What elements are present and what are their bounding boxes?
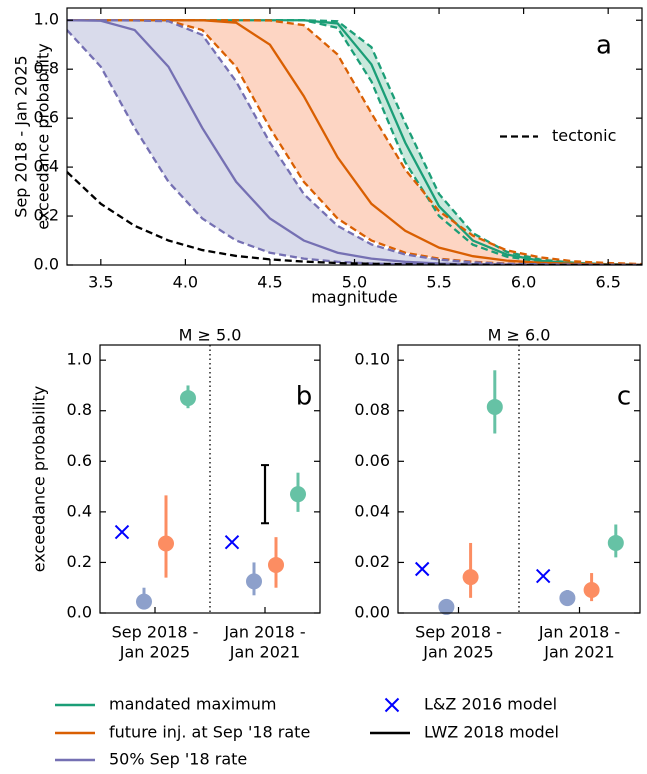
y-axis-label: exceedance probability — [34, 43, 53, 229]
y-tick-label: 1.0 — [34, 10, 59, 29]
x-tick-label: 6.5 — [595, 273, 620, 292]
x-tick-label: 3.5 — [88, 273, 113, 292]
series-line — [67, 19, 642, 265]
x-tick-label: Jan 2025 — [422, 643, 493, 662]
y-tick-label: 0.6 — [67, 451, 92, 470]
legend: mandated maximum future inj. at Sep '18 r… — [55, 695, 559, 769]
y-tick-label: 0.06 — [354, 451, 390, 470]
shaded-band — [67, 20, 642, 265]
series-line — [67, 19, 642, 265]
panel-label: b — [296, 382, 313, 412]
y-tick-label: 0.4 — [67, 501, 92, 520]
plot-area — [67, 19, 642, 265]
panel: tectonic 0.0 0.2 0.4 0.6 0.8 1.0 3.5 4.0 4.5 5.0 5.… — [12, 7, 643, 307]
x-tick-label: 4.5 — [257, 273, 282, 292]
x-tick-label: Jan 2021 — [229, 643, 300, 662]
legend-label: LWZ 2018 model — [424, 723, 559, 742]
x-tick-label: 4.0 — [173, 273, 198, 292]
marker — [438, 598, 455, 615]
y-tick-label: 0.10 — [354, 350, 390, 369]
marker-x — [414, 561, 430, 577]
y-tick-label: 0.00 — [354, 603, 390, 622]
x-tick-label: Jan 2018 - — [538, 623, 620, 642]
marker — [462, 569, 479, 586]
x-tick-label: Sep 2018 - — [112, 623, 199, 642]
marker — [559, 590, 576, 607]
panel-title: M ≥ 5.0 — [179, 326, 242, 345]
panel: Sep 2018 -Jan 2025 Jan 2018 -Jan 2021 0.00… — [354, 326, 641, 662]
legend-label: tectonic — [552, 126, 616, 145]
y-tick-label: 0.8 — [34, 59, 59, 78]
marker — [607, 534, 624, 551]
y-tick-label: 0.6 — [34, 108, 59, 127]
marker — [158, 535, 174, 552]
y-axis-label: Sep 2018 - Jan 2025 — [12, 55, 31, 217]
axes-frame — [397, 344, 641, 614]
marker — [136, 593, 152, 610]
x-tick-label: 5.5 — [426, 273, 451, 292]
marker — [486, 398, 503, 415]
legend-label: future inj. at Sep '18 rate — [109, 723, 310, 742]
x-tick-label: Sep 2018 - — [415, 623, 502, 642]
marker-x — [224, 535, 240, 550]
y-tick-label: 0.08 — [354, 400, 390, 419]
series-line — [67, 19, 642, 265]
axes-frame — [99, 344, 321, 614]
y-tick-label: 0.8 — [67, 400, 92, 419]
marker-x — [535, 568, 551, 584]
panel-label: c — [617, 382, 631, 412]
marker — [583, 581, 600, 598]
y-axis-label: exceedance probability — [30, 386, 49, 572]
x-tick-label: Jan 2025 — [119, 643, 190, 662]
y-tick-label: 0.2 — [67, 552, 92, 571]
y-tick-label: 0.02 — [354, 552, 390, 571]
legend-label: 50% Sep '18 rate — [109, 750, 247, 769]
panel: Sep 2018 -Jan 2025 Jan 2018 -Jan 2021 0.0 0… — [30, 326, 321, 662]
marker — [180, 390, 196, 407]
x-tick-label: 5.0 — [342, 273, 367, 292]
y-tick-label: 0.04 — [354, 501, 390, 520]
x-tick-label: Jan 2021 — [543, 643, 614, 662]
y-tick-label: 0.0 — [34, 255, 59, 274]
y-tick-label: 1.0 — [67, 350, 92, 369]
y-tick-label: 0.0 — [67, 603, 92, 622]
marker — [268, 556, 284, 573]
marker — [290, 486, 306, 503]
legend-swatch — [384, 697, 400, 713]
series-line — [67, 19, 642, 265]
marker-x — [114, 524, 130, 540]
legend-label: mandated maximum — [109, 695, 276, 714]
panel-title: M ≥ 6.0 — [488, 326, 551, 345]
shaded-band — [67, 20, 642, 265]
x-tick-label: 6.0 — [511, 273, 536, 292]
x-tick-label: Jan 2018 - — [223, 623, 305, 642]
y-tick-label: 0.2 — [34, 206, 59, 225]
legend-label: L&Z 2016 model — [424, 695, 557, 714]
marker — [246, 573, 262, 590]
panel-label: a — [596, 31, 612, 61]
x-axis-label: magnitude — [311, 288, 398, 307]
y-tick-label: 0.4 — [34, 157, 59, 176]
